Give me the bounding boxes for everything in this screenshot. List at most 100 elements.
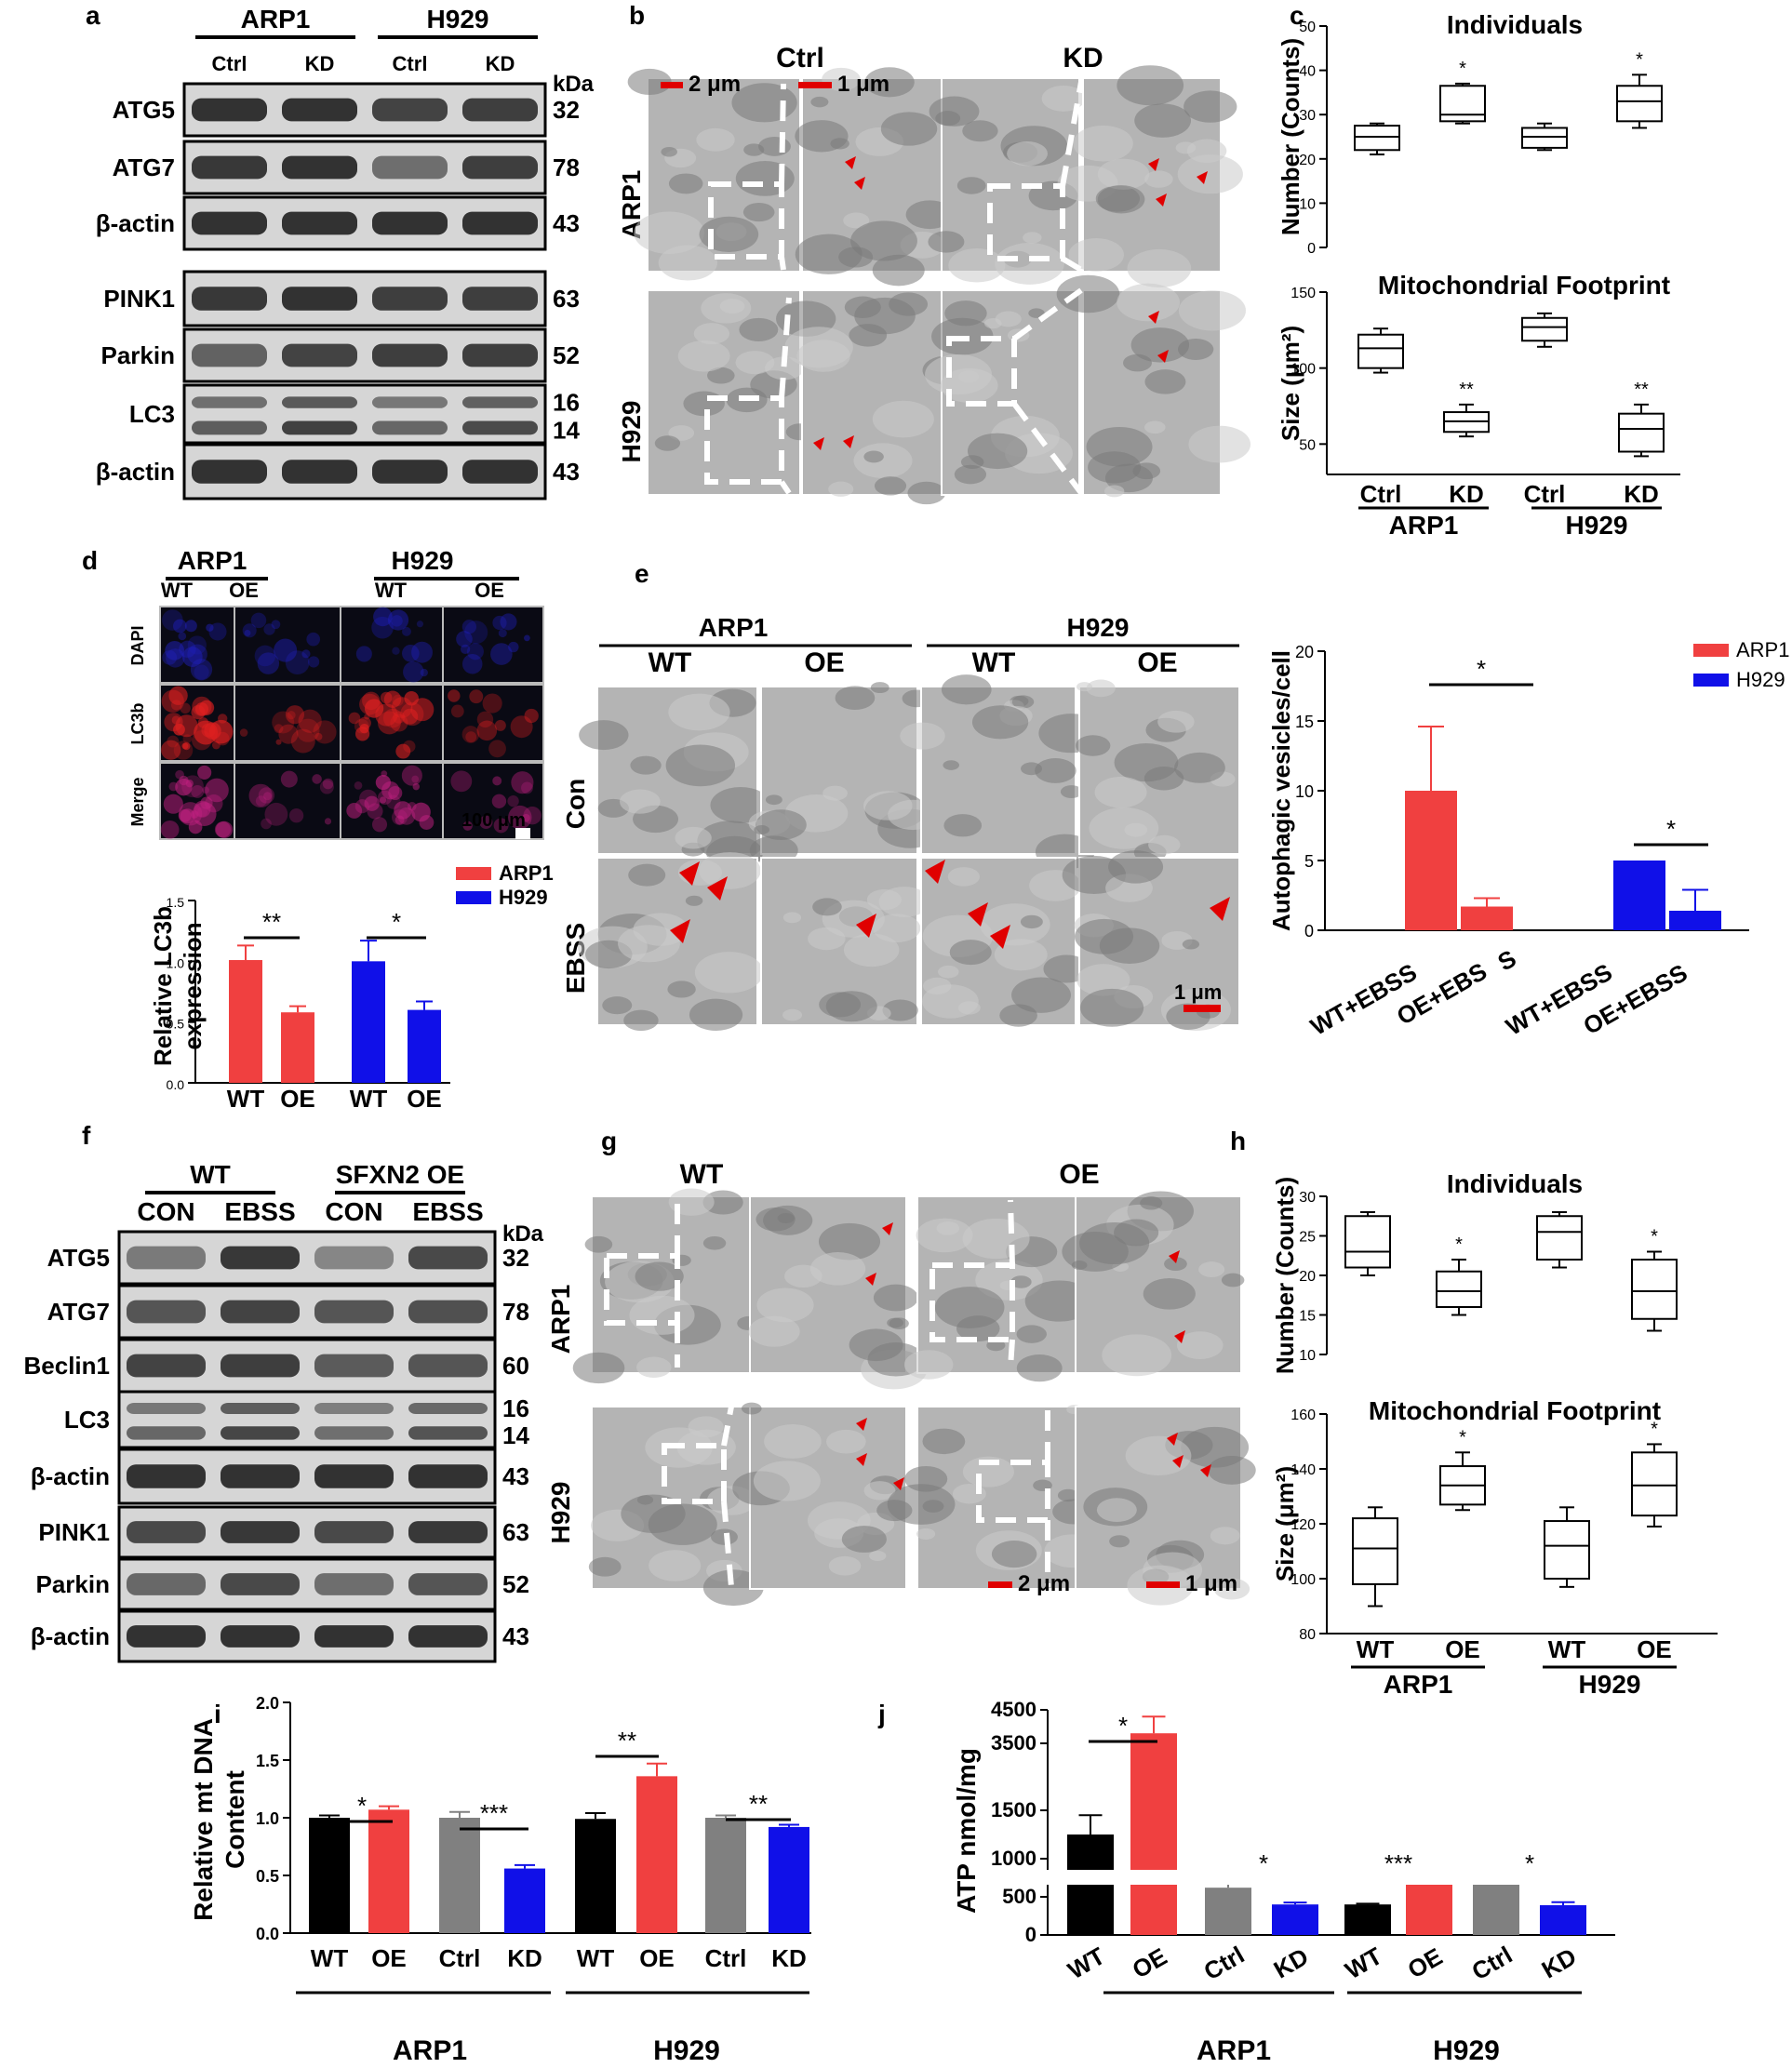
em-texture [1096, 1498, 1137, 1523]
em-texture [943, 760, 959, 770]
fluorescence-signal [411, 775, 420, 783]
group-header: ARP1 [699, 613, 769, 642]
em-texture [654, 435, 681, 451]
bar [1205, 1888, 1251, 1935]
fluorescence-signal [168, 781, 179, 792]
box [1352, 1517, 1398, 1585]
em-texture [863, 791, 913, 821]
fluorescence-signal [178, 632, 187, 641]
band [372, 211, 448, 235]
x-tick-label: OE [1445, 1635, 1480, 1663]
fluorescence-signal [416, 620, 424, 628]
bar-6 [1473, 1872, 1519, 1935]
em-texture [956, 177, 986, 194]
panel-letter-a: a [86, 1, 100, 30]
scale-bar [1184, 1005, 1221, 1012]
em-texture [971, 705, 1029, 740]
em-texture [825, 991, 877, 1022]
fluorescence-signal [401, 765, 422, 786]
kda-value: 52 [553, 341, 580, 369]
chart-title: Mitochondrial Footprint [1378, 271, 1670, 300]
em-texture [677, 340, 730, 372]
em-texture [828, 1555, 862, 1576]
row-label: H929 [617, 401, 646, 463]
band [221, 1464, 300, 1488]
fluorescence-signal [524, 708, 539, 724]
fluorescence-signal [264, 802, 288, 826]
arrow-marker [856, 914, 876, 938]
fluorescence-signal [190, 810, 199, 819]
y-tick-label: 500 [1002, 1885, 1036, 1908]
em-texture [975, 1260, 1043, 1301]
kda-label: kDa [502, 1221, 544, 1247]
fluorescence-signal [261, 818, 272, 830]
fluorescence-signal [476, 720, 498, 741]
em-texture [903, 1350, 954, 1380]
zoom-box [946, 336, 1017, 407]
zoom-line [1061, 256, 1083, 273]
blot-row: β-actin 43 [96, 195, 580, 251]
fluorescence-signal [364, 699, 384, 718]
fluorescence-signal [420, 668, 428, 677]
em-texture [665, 744, 736, 787]
kda-value: 63 [553, 285, 580, 313]
fluorescence-signal [167, 735, 180, 748]
em-texture [849, 324, 888, 347]
x-tick-label: Ctrl [705, 1944, 747, 1972]
em-texture [602, 996, 633, 1015]
em-texture [741, 1402, 762, 1415]
em-texture [1097, 185, 1145, 214]
em-texture [636, 1356, 672, 1379]
em-texture [1134, 103, 1191, 138]
em-texture [999, 1004, 1037, 1027]
significance: * [1525, 1849, 1534, 1877]
panel-d-bar: 0.00.51.01.5** * [167, 895, 450, 1092]
fluorescence-signal [355, 646, 372, 662]
fluorescence-signal [348, 712, 361, 725]
x-tick-label: OE [280, 1085, 315, 1113]
kda-value: 32 [553, 96, 580, 124]
significance-bracket: * [1089, 1712, 1157, 1743]
significance: * [392, 908, 401, 936]
band [372, 343, 448, 367]
fluorescence-signal [313, 720, 337, 744]
box-2 [1521, 312, 1568, 348]
em-texture [765, 356, 804, 380]
band [314, 1426, 394, 1440]
box-2 [1521, 122, 1568, 152]
y-tick-label: 1.0 [256, 1809, 279, 1828]
x-tick-label: Ctrl [1199, 1941, 1250, 1985]
significance-bracket: ** [726, 1790, 791, 1821]
em-texture [1102, 1334, 1172, 1377]
em-texture [699, 851, 761, 889]
kda-value: 14 [553, 416, 580, 444]
em-texture [753, 1461, 821, 1501]
arrow-marker [1172, 1455, 1184, 1468]
significance-bracket: ** [244, 908, 300, 940]
fluorescence-signal [511, 771, 534, 794]
group-header: H929 [427, 5, 489, 33]
bar [439, 1818, 480, 1933]
em-image [1075, 679, 1240, 862]
fluorescence-image [234, 762, 341, 840]
bar-4 [575, 1812, 616, 1933]
em-texture [1182, 939, 1200, 950]
y-tick-label: 1000 [991, 1847, 1036, 1870]
y-tick-label: 0 [1304, 922, 1314, 941]
x-tick-label: WT [1340, 1941, 1386, 1984]
box [1439, 85, 1486, 123]
lane-label: KD [486, 52, 515, 75]
fluorescence-signal [180, 702, 191, 714]
legend-label: ARP1 [499, 861, 554, 885]
em-texture [938, 965, 959, 979]
fluorescence-signal [492, 615, 507, 631]
em-image [920, 857, 1090, 1027]
arrow-marker [845, 156, 856, 169]
em-texture [1144, 369, 1186, 394]
em-texture [629, 1295, 695, 1335]
em-texture [1127, 248, 1192, 288]
y-tick-label: 0.0 [167, 1077, 185, 1092]
fluorescence-signal [307, 656, 320, 668]
band [221, 1354, 300, 1378]
